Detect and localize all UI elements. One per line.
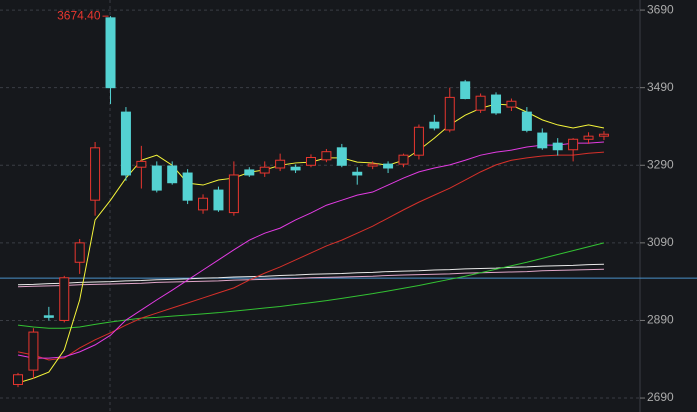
candle-body <box>182 172 193 201</box>
candle-body <box>28 331 39 371</box>
candle-body <box>259 166 270 174</box>
candle-body <box>290 166 301 171</box>
candle-body <box>321 151 332 161</box>
ma-line <box>17 242 605 329</box>
ma-line <box>17 263 604 286</box>
candle-body <box>506 100 517 108</box>
candle-body <box>167 165 178 184</box>
candle-body <box>413 126 424 156</box>
ma-line <box>17 141 604 359</box>
candle-body <box>552 142 563 151</box>
y-tick-label: 3290 <box>647 157 674 171</box>
candle-body <box>475 95 486 111</box>
candle-body <box>460 81 471 100</box>
candle-body <box>429 121 440 129</box>
candle-body <box>244 169 255 176</box>
candle-body <box>275 159 286 169</box>
candle-body <box>13 374 23 385</box>
candle-body <box>90 147 101 201</box>
candle-body <box>74 242 85 263</box>
candle-body <box>598 133 609 137</box>
candle-body <box>213 189 224 211</box>
candle-body <box>352 171 363 176</box>
candle-body <box>521 111 532 131</box>
candle-body <box>367 163 378 167</box>
candle-body <box>491 94 502 114</box>
candle-body <box>151 165 162 191</box>
candle-body <box>105 17 116 89</box>
candle-body <box>43 315 54 318</box>
candle-body <box>398 154 409 165</box>
y-tick-label: 2690 <box>647 390 674 404</box>
candle-body <box>120 111 131 176</box>
candle-body <box>198 197 209 211</box>
annotation-label: 3674.40 <box>57 8 101 22</box>
candle-body <box>583 135 594 140</box>
y-tick-label: 3090 <box>647 235 674 249</box>
candle-body <box>136 160 147 168</box>
y-tick-label: 2890 <box>647 313 674 327</box>
candle-body <box>59 277 70 321</box>
candle-body <box>444 96 455 131</box>
candle-body <box>305 157 316 166</box>
ma-line <box>17 268 604 288</box>
candle-body <box>336 147 347 166</box>
candle-body <box>537 132 548 149</box>
y-tick-label: 3690 <box>647 2 674 16</box>
candle-body <box>228 174 239 214</box>
candle-body <box>568 138 579 151</box>
candle-body <box>383 163 394 169</box>
y-tick-label: 3490 <box>647 80 674 94</box>
